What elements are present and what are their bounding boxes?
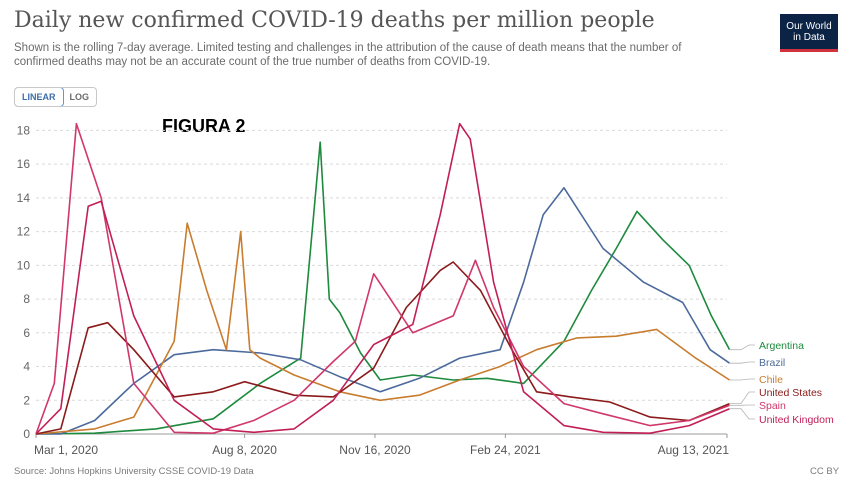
y-tick-label: 12 bbox=[17, 225, 31, 239]
logo-line-1: Our World bbox=[786, 21, 832, 32]
figure-annotation: FIGURA 2 bbox=[162, 116, 246, 136]
log-scale-button[interactable]: LOG bbox=[69, 92, 90, 102]
legend-connector bbox=[729, 378, 755, 381]
linear-scale-button[interactable]: LINEAR bbox=[15, 88, 64, 106]
legend-label: Brazil bbox=[759, 357, 785, 369]
series-line-united-states bbox=[35, 261, 730, 435]
chart-subtitle: Shown is the rolling 7-day average. Limi… bbox=[14, 42, 682, 68]
series-line-chile bbox=[35, 222, 731, 435]
legend-label: Spain bbox=[759, 400, 786, 412]
legend-label: United Kingdom bbox=[759, 414, 834, 426]
series-line-spain bbox=[35, 122, 730, 435]
license-link[interactable]: CC BY bbox=[810, 466, 840, 477]
source-note: Source: Johns Hopkins University CSSE CO… bbox=[14, 466, 254, 477]
x-tick-label: Feb 24, 2021 bbox=[470, 443, 541, 457]
y-tick-label: 14 bbox=[17, 191, 31, 205]
x-tick-label: Aug 8, 2020 bbox=[212, 443, 277, 457]
y-tick-label: 16 bbox=[17, 157, 31, 171]
y-tick-label: 2 bbox=[23, 393, 30, 407]
legend-connector bbox=[729, 408, 755, 420]
y-tick-label: 0 bbox=[23, 427, 30, 441]
x-tick-label: Mar 1, 2020 bbox=[34, 443, 98, 457]
x-tick-label: Nov 16, 2020 bbox=[339, 443, 411, 457]
y-tick-label: 6 bbox=[23, 326, 30, 340]
y-tick-label: 18 bbox=[17, 123, 31, 137]
legend-label: Chile bbox=[759, 374, 783, 386]
chart-title: Daily new confirmed COVID-19 deaths per … bbox=[14, 8, 655, 33]
legend-connector bbox=[729, 344, 755, 351]
legend-connector bbox=[729, 391, 755, 405]
our-world-in-data-logo[interactable]: Our World in Data bbox=[780, 14, 838, 52]
y-tick-label: 8 bbox=[23, 292, 30, 306]
legend-connector bbox=[729, 361, 755, 364]
series-line-united-kingdom bbox=[35, 122, 730, 435]
y-tick-label: 10 bbox=[17, 258, 31, 272]
x-tick-label: Aug 13, 2021 bbox=[658, 443, 730, 457]
legend-label: Argentina bbox=[759, 340, 804, 352]
logo-line-2: in Data bbox=[793, 32, 825, 43]
y-tick-label: 4 bbox=[23, 360, 30, 374]
scale-toggle: LINEAR LOG bbox=[14, 87, 97, 107]
series-line-brazil bbox=[36, 187, 731, 435]
legend-label: United States bbox=[759, 387, 822, 399]
series-line-argentina bbox=[35, 141, 731, 435]
